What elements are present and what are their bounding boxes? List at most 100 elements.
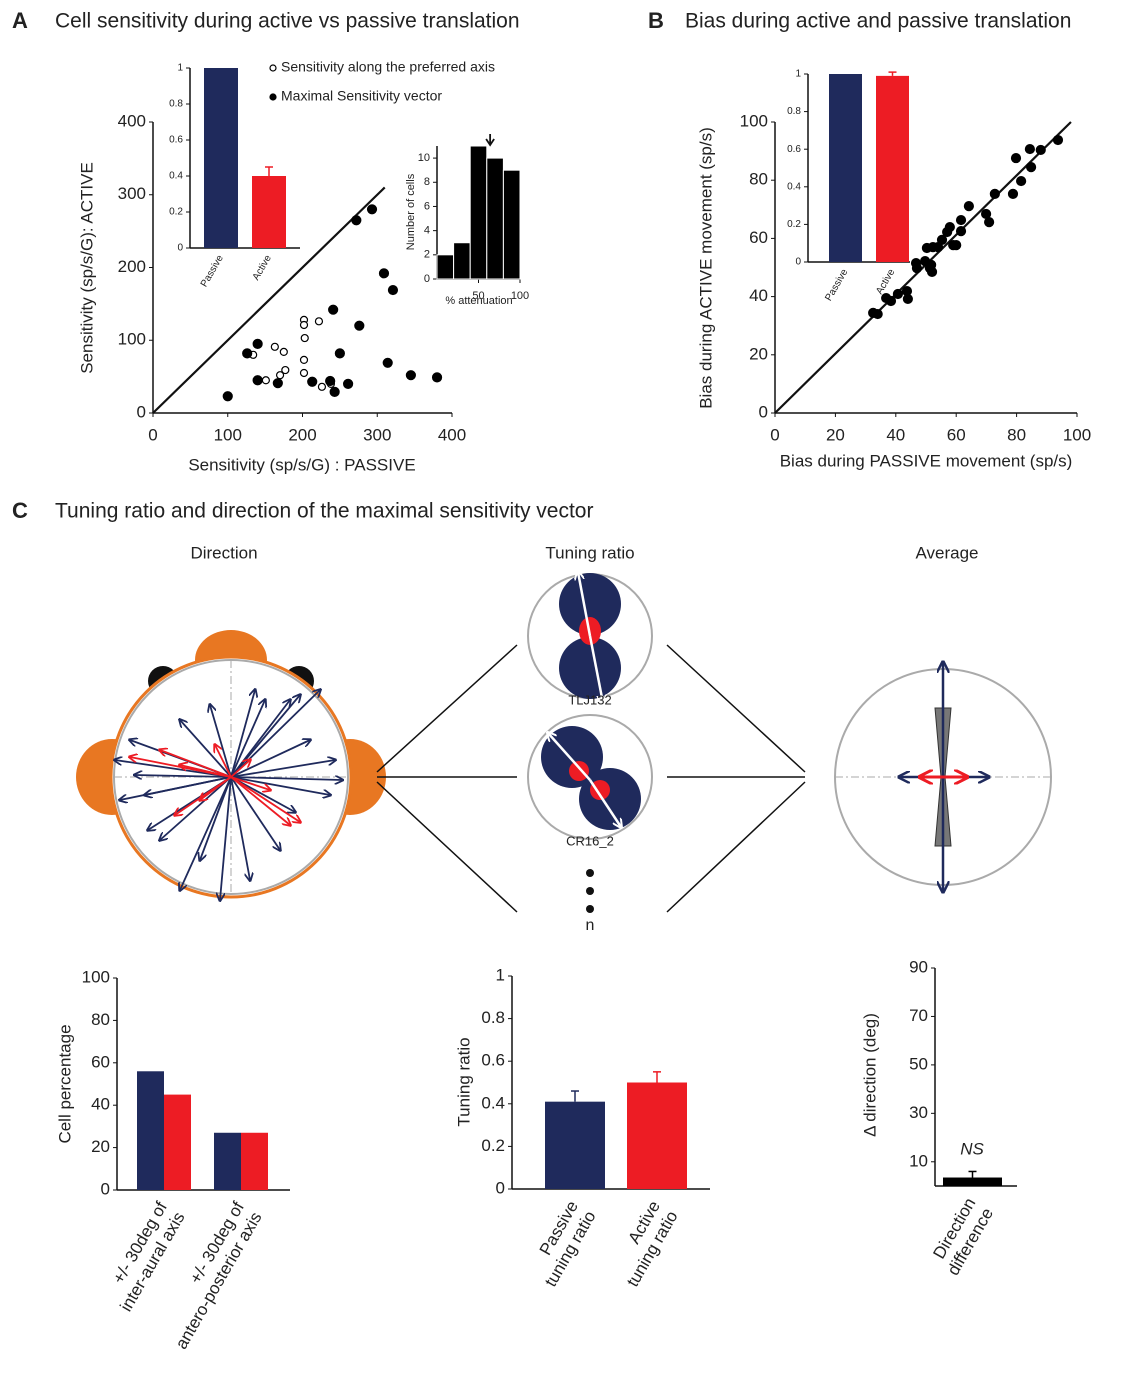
point — [318, 383, 325, 390]
point — [273, 379, 282, 388]
y-tick-label: 0 — [177, 243, 183, 254]
point — [873, 310, 882, 319]
column-title: Direction — [190, 543, 257, 562]
point — [344, 379, 353, 388]
y-tick-label: 6 — [424, 200, 430, 212]
y-tick-label: 90 — [909, 957, 928, 976]
point — [300, 356, 307, 363]
y-tick-label: 200 — [118, 257, 146, 276]
x-tick-label: 100 — [1063, 425, 1091, 444]
connector-lines-part — [667, 782, 805, 912]
bar — [545, 1102, 605, 1189]
point — [388, 286, 397, 295]
x-tick-label: 60 — [947, 425, 966, 444]
x-axis-label: Sensitivity (sp/s/G) : PASSIVE — [188, 455, 415, 474]
x-tick-label: 0 — [770, 425, 779, 444]
x-tick-label: 400 — [438, 425, 466, 444]
bar — [627, 1083, 687, 1190]
point — [957, 227, 966, 236]
bar — [943, 1178, 1002, 1186]
cell-diagram — [528, 572, 652, 913]
point — [1053, 136, 1062, 145]
y-axis-label: Number of cells — [405, 173, 417, 250]
x-tick-label: 100 — [214, 425, 242, 444]
category-label: Directiondifference — [926, 1195, 997, 1279]
y-tick-label: 100 — [82, 967, 110, 986]
y-tick-label: 0.4 — [169, 171, 183, 182]
histogram-bar — [487, 158, 504, 279]
cell-diagram-part — [586, 887, 594, 895]
y-tick-label: 100 — [740, 111, 768, 130]
point — [433, 373, 442, 382]
y-tick-label: 0 — [759, 402, 768, 421]
y-tick-label: 100 — [118, 330, 146, 349]
y-tick-label: 1 — [496, 965, 505, 984]
y-tick-label: 4 — [424, 225, 430, 237]
y-tick-label: 0.2 — [787, 219, 801, 230]
column-title: Average — [915, 543, 978, 562]
connector-lines-part — [667, 645, 805, 772]
point — [990, 189, 999, 198]
bar — [252, 176, 286, 248]
y-tick-label: 0 — [496, 1178, 505, 1197]
histogram-bar — [503, 170, 520, 279]
point — [282, 367, 289, 374]
point — [253, 339, 262, 348]
y-tick-label: 1 — [795, 69, 801, 80]
y-tick-label: 60 — [91, 1052, 110, 1071]
y-tick-label: 1 — [177, 63, 183, 74]
y-tick-label: 50 — [909, 1054, 928, 1073]
y-axis-label: Bias during ACTIVE movement (sp/s) — [696, 127, 715, 409]
y-tick-label: 400 — [118, 111, 146, 130]
point — [368, 205, 377, 214]
panel-letter: A — [12, 8, 28, 33]
legend-marker — [270, 65, 276, 71]
point — [1017, 177, 1026, 186]
y-tick-label: 70 — [909, 1006, 928, 1025]
cell-diagram-part — [586, 869, 594, 877]
y-tick-label: 40 — [749, 286, 768, 305]
cell-diagram-part — [569, 761, 589, 781]
panel-title: Bias during active and passive translati… — [685, 10, 1071, 33]
cell-label: n — [586, 917, 595, 934]
point — [945, 223, 954, 232]
y-tick-label: 40 — [91, 1095, 110, 1114]
point — [1011, 154, 1020, 163]
y-axis-label: Tuning ratio — [454, 1037, 473, 1126]
point — [938, 235, 947, 244]
y-axis-label: Δ direction (deg) — [860, 1013, 879, 1137]
y-tick-label: 0.4 — [481, 1093, 505, 1112]
legend-marker — [270, 94, 276, 100]
point — [406, 371, 415, 380]
point — [326, 376, 335, 385]
figure: C Tuning ratio and direction of the maxi… — [0, 0, 1139, 1379]
legend-label: Maximal Sensitivity vector — [281, 88, 442, 104]
panel-title: Tuning ratio and direction of the maxima… — [55, 500, 593, 523]
y-tick-label: 80 — [91, 1010, 110, 1029]
point — [243, 349, 252, 358]
point — [912, 264, 921, 273]
x-tick-label: 200 — [288, 425, 316, 444]
y-tick-label: 10 — [418, 152, 430, 164]
histogram-bar — [470, 146, 487, 279]
y-tick-label: 0.2 — [481, 1136, 505, 1155]
cell-diagram-part — [559, 637, 621, 699]
point — [355, 321, 364, 330]
point — [964, 202, 973, 211]
cell-label: CR16_2 — [566, 833, 614, 848]
y-tick-label: 30 — [909, 1103, 928, 1122]
y-tick-label: 0.8 — [787, 106, 801, 117]
y-tick-label: 60 — [749, 228, 768, 247]
y-tick-label: 0 — [424, 273, 430, 285]
y-tick-label: 0.6 — [169, 135, 183, 146]
cell-diagram-part — [586, 905, 594, 913]
histogram-bar — [437, 255, 454, 279]
point — [329, 305, 338, 314]
x-axis-label: Bias during PASSIVE movement (sp/s) — [780, 451, 1073, 470]
y-tick-label: 0.4 — [787, 181, 801, 192]
y-tick-label: 10 — [909, 1151, 928, 1170]
cell-label: TLJ132 — [568, 692, 611, 707]
point — [379, 269, 388, 278]
connector-lines-part — [377, 782, 517, 912]
point — [957, 216, 966, 225]
